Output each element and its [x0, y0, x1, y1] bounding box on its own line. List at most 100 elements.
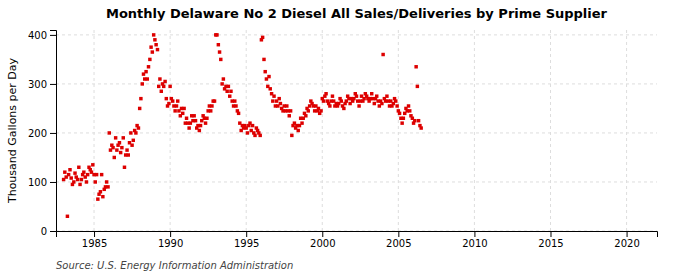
point [108, 131, 111, 134]
point [114, 136, 117, 139]
point [148, 58, 151, 61]
point [263, 70, 266, 73]
point [210, 104, 213, 107]
point [192, 114, 195, 117]
point [408, 109, 411, 112]
point [220, 82, 223, 85]
point [394, 99, 397, 102]
point [395, 104, 398, 107]
point [120, 146, 123, 149]
point [67, 173, 70, 176]
point [370, 92, 373, 95]
x-grid-line [398, 30, 399, 231]
point [304, 114, 307, 117]
x-tick-mark [474, 231, 475, 237]
x-grid-line [474, 30, 475, 231]
point [168, 85, 171, 88]
point [63, 170, 66, 173]
x-tick: 1995 [234, 231, 259, 249]
point [77, 166, 80, 169]
point [78, 183, 81, 186]
point [173, 109, 176, 112]
x-tick: 2005 [386, 231, 411, 249]
x-tick-mark [94, 231, 95, 237]
point [101, 195, 104, 198]
point [355, 94, 358, 97]
y-tick-label: 200 [28, 128, 47, 139]
x-axis-line [57, 232, 658, 238]
point [122, 136, 125, 139]
x-grid-line [550, 30, 551, 231]
point [277, 97, 280, 100]
point [94, 180, 97, 183]
x-grid-line [626, 30, 627, 231]
point [111, 146, 114, 149]
point [357, 104, 360, 107]
point [262, 58, 265, 61]
point [149, 45, 152, 48]
point [105, 180, 108, 183]
x-tick: 2000 [310, 231, 335, 249]
y-axis-title: Thousand Gallons per Day [6, 57, 19, 204]
plot-area: 1985199019952000200520102015202001002003… [28, 30, 658, 249]
point [279, 102, 282, 105]
point [113, 156, 116, 159]
point [340, 99, 343, 102]
point [181, 112, 184, 115]
point [138, 107, 141, 110]
point [227, 85, 230, 88]
x-grid-line [322, 30, 323, 231]
point [373, 102, 376, 105]
point [123, 166, 126, 169]
point [85, 180, 88, 183]
point [141, 82, 144, 85]
point [289, 109, 292, 112]
point [132, 139, 135, 142]
x-axis: 19851990199520002005201020152020 [57, 231, 658, 249]
point [157, 85, 160, 88]
point [246, 131, 249, 134]
point [182, 107, 185, 110]
point [251, 124, 254, 127]
point [272, 94, 275, 97]
y-grid-line [56, 34, 657, 35]
point [253, 134, 256, 137]
point [119, 151, 122, 154]
point [163, 80, 166, 83]
point [68, 168, 71, 171]
grid [56, 30, 657, 231]
point [233, 99, 236, 102]
y-tick-label: 400 [28, 30, 47, 41]
y-tick: 400 [28, 30, 56, 41]
point [146, 77, 149, 80]
y-tick-mark [50, 182, 56, 183]
point [156, 48, 159, 51]
point [225, 90, 228, 93]
point [380, 102, 383, 105]
x-grid-line [246, 30, 247, 231]
x-tick-mark [246, 231, 247, 237]
point [229, 90, 232, 93]
point [234, 104, 237, 107]
x-tick-label: 2010 [462, 238, 487, 249]
point [209, 109, 212, 112]
point [290, 134, 293, 137]
point [153, 38, 156, 41]
point [167, 102, 170, 105]
point [407, 104, 410, 107]
point [72, 180, 75, 183]
point [307, 109, 310, 112]
point [416, 85, 419, 88]
point [217, 43, 220, 46]
point [205, 117, 208, 120]
point [400, 121, 403, 124]
point [385, 94, 388, 97]
point [115, 148, 118, 151]
x-grid-line [94, 30, 95, 231]
point [162, 85, 165, 88]
point [66, 215, 69, 218]
point [158, 77, 161, 80]
y-axis: 0100200300400 [28, 30, 57, 237]
point [228, 94, 231, 97]
point [218, 50, 221, 53]
